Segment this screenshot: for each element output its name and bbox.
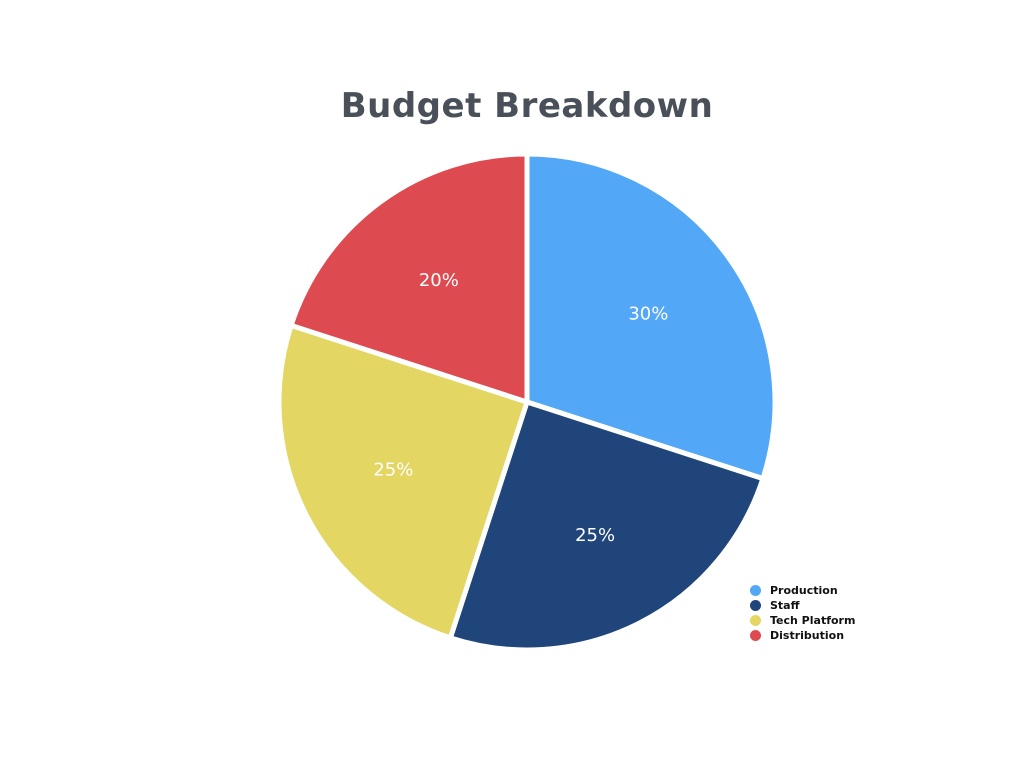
legend-swatch xyxy=(750,585,761,596)
legend-item-tech-platform: Tech Platform xyxy=(750,613,855,628)
legend-swatch xyxy=(750,630,761,641)
legend-item-distribution: Distribution xyxy=(750,628,855,643)
pie-slice-distribution xyxy=(288,151,530,405)
legend-label: Staff xyxy=(770,599,800,612)
legend-swatch xyxy=(750,600,761,611)
pie-slice-tech-platform xyxy=(276,322,530,641)
chart-title: Budget Breakdown xyxy=(340,86,714,126)
legend-swatch xyxy=(750,615,761,626)
slice-label-distribution: 20% xyxy=(419,270,459,291)
legend-label: Tech Platform xyxy=(770,614,856,627)
legend-item-staff: Staff xyxy=(750,598,855,613)
slice-label-staff: 25% xyxy=(575,525,615,546)
legend: Production Staff Tech Platform Distribution xyxy=(750,583,855,643)
pie-slice-staff xyxy=(447,399,766,653)
slice-label-tech-platform: 25% xyxy=(373,460,413,481)
legend-label: Production xyxy=(770,584,838,597)
slice-label-production: 30% xyxy=(628,303,668,324)
legend-item-production: Production xyxy=(750,583,855,598)
legend-label: Distribution xyxy=(770,629,845,642)
pie-slice-production xyxy=(524,151,778,482)
